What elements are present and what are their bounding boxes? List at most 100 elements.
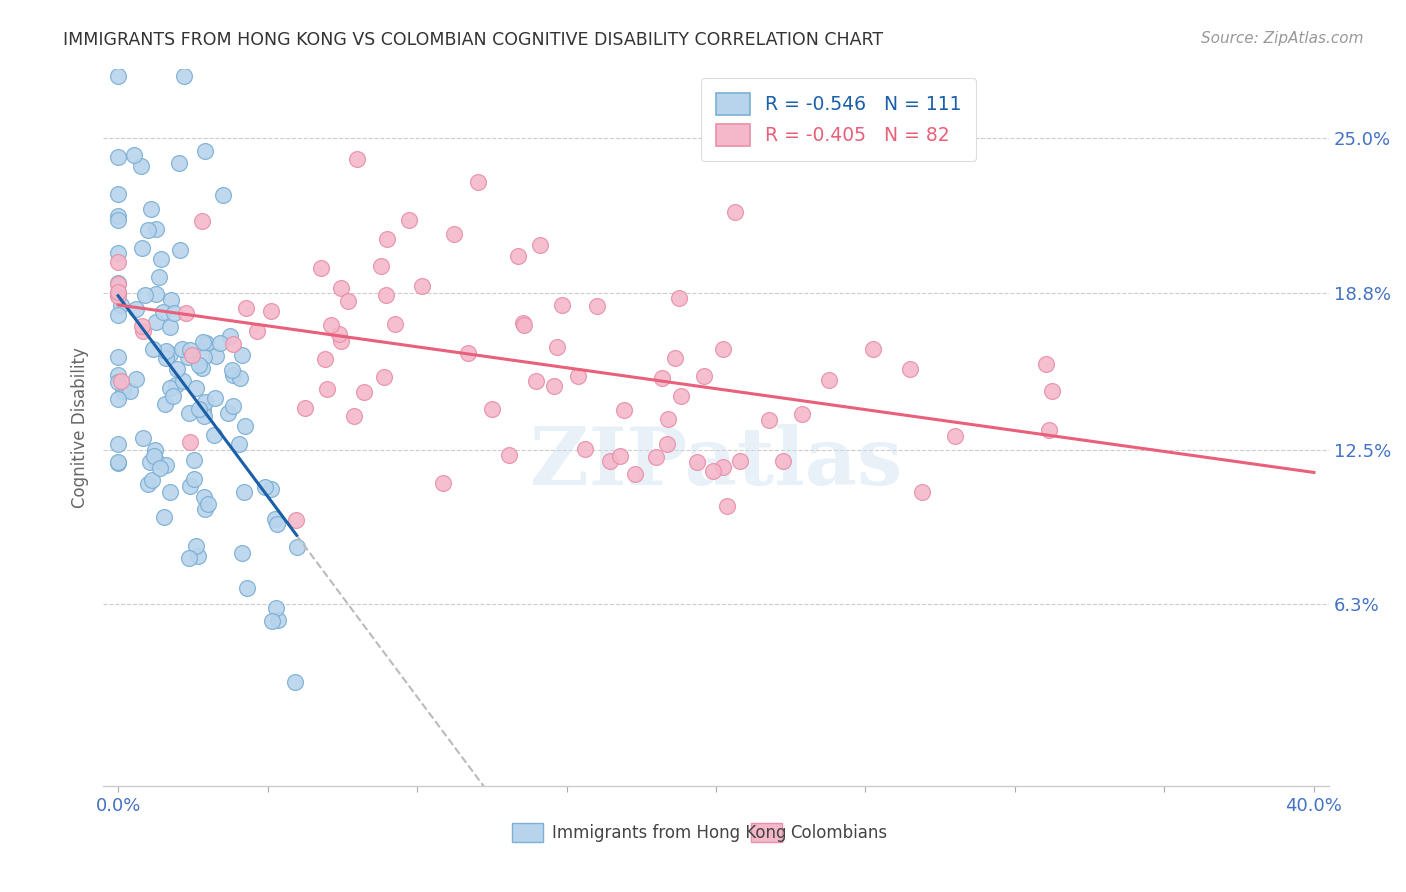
Point [107, 287, 129, 301]
Point [346, 152, 368, 166]
Point [177, 350, 200, 364]
Point [194, 394, 217, 409]
Point [711, 342, 734, 356]
Point [148, 269, 170, 284]
Point [613, 403, 636, 417]
Point [107, 277, 129, 291]
Point [193, 335, 215, 350]
Point [193, 409, 215, 423]
Point [145, 222, 167, 236]
Point [107, 455, 129, 469]
Point [159, 381, 181, 395]
Point [162, 388, 184, 402]
Point [260, 482, 283, 496]
Point [107, 69, 129, 83]
Point [107, 209, 129, 223]
Point [149, 461, 172, 475]
Point [107, 255, 129, 269]
Point [183, 453, 205, 467]
Point [129, 159, 152, 173]
Point [107, 150, 129, 164]
Point [669, 389, 692, 403]
Point [309, 261, 332, 276]
Point [107, 286, 129, 301]
Point [624, 467, 647, 481]
Point [574, 442, 596, 457]
Point [246, 325, 269, 339]
Point [197, 497, 219, 511]
Point [657, 411, 679, 425]
Point [1040, 384, 1063, 398]
Point [668, 292, 690, 306]
Point [195, 335, 218, 350]
Point [375, 288, 398, 302]
Point [202, 428, 225, 442]
Point [166, 362, 188, 376]
Point [209, 336, 232, 351]
Point [1038, 423, 1060, 437]
Point [529, 237, 551, 252]
Point [205, 349, 228, 363]
Point [107, 212, 129, 227]
Point [179, 434, 201, 449]
Point [337, 293, 360, 308]
Point [716, 499, 738, 513]
Point [711, 459, 734, 474]
Point [159, 293, 181, 307]
Point [231, 348, 253, 362]
Y-axis label: Cognitive Disability: Cognitive Disability [72, 347, 89, 508]
Point [370, 259, 392, 273]
Point [107, 456, 129, 470]
Point [411, 279, 433, 293]
Point [467, 175, 489, 189]
Point [183, 472, 205, 486]
Point [457, 346, 479, 360]
Text: IMMIGRANTS FROM HONG KONG VS COLOMBIAN COGNITIVE DISABILITY CORRELATION CHART: IMMIGRANTS FROM HONG KONG VS COLOMBIAN C… [63, 31, 883, 49]
Point [132, 431, 155, 445]
Point [143, 443, 166, 458]
Point [107, 368, 129, 382]
Point [176, 305, 198, 319]
Point [817, 373, 839, 387]
Point [513, 318, 536, 333]
Point [107, 437, 129, 451]
Point [139, 455, 162, 469]
Point [328, 326, 350, 341]
Point [159, 320, 181, 334]
Text: Immigrants from Hong Kong: Immigrants from Hong Kong [551, 823, 786, 841]
Point [179, 550, 201, 565]
Point [260, 303, 283, 318]
Point [136, 477, 159, 491]
Point [153, 509, 176, 524]
Point [107, 245, 129, 260]
Point [124, 301, 146, 316]
Point [285, 513, 308, 527]
Point [728, 454, 751, 468]
Point [141, 473, 163, 487]
Point [155, 397, 177, 411]
Point [264, 511, 287, 525]
Point [551, 298, 574, 312]
Point [267, 613, 290, 627]
Point [1035, 358, 1057, 372]
Point [692, 369, 714, 384]
Point [141, 202, 163, 216]
Point [498, 448, 520, 462]
Point [188, 401, 211, 416]
Point [524, 374, 547, 388]
Point [193, 490, 215, 504]
Point [329, 281, 352, 295]
Point [375, 232, 398, 246]
Point [155, 351, 177, 365]
Point [131, 319, 153, 334]
Point [235, 301, 257, 315]
Point [236, 582, 259, 596]
Point [567, 369, 589, 384]
Point [862, 342, 884, 356]
Point [131, 242, 153, 256]
Point [316, 382, 339, 396]
Point [512, 316, 534, 330]
Point [172, 374, 194, 388]
Point [155, 343, 177, 358]
Point [170, 343, 193, 357]
